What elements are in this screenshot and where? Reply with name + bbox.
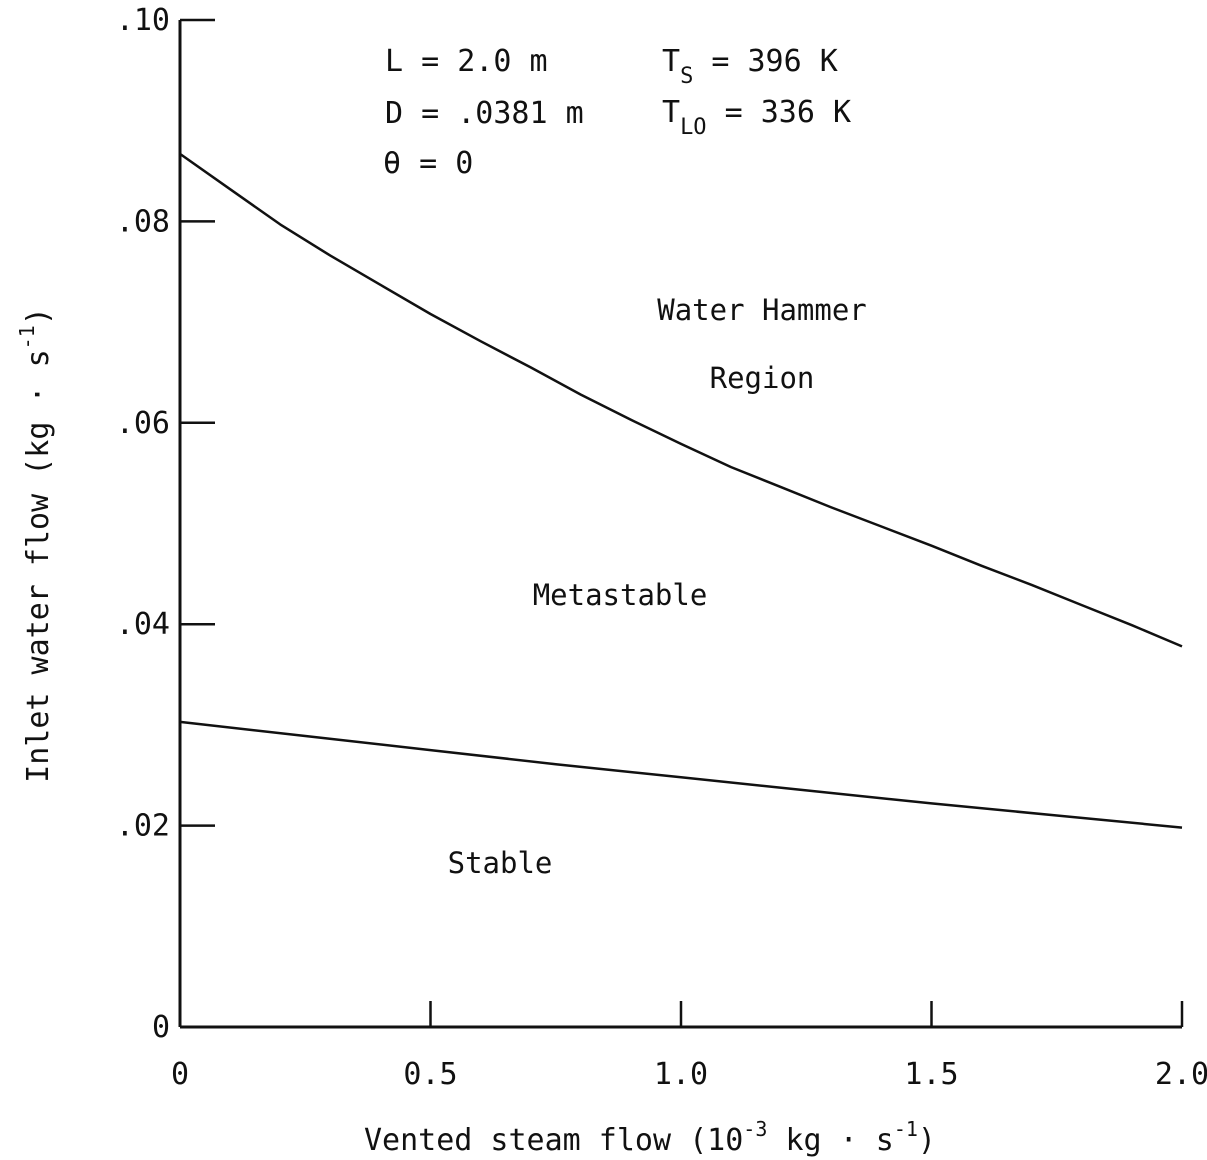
y-tick-label-5: .10 bbox=[116, 3, 170, 38]
x-title-exp2: -1 bbox=[894, 1117, 918, 1141]
param-steam-temperature: TS = 396 K bbox=[662, 44, 838, 89]
param-ts-value: = 396 K bbox=[693, 44, 838, 79]
x-tick-label-4: 2.0 bbox=[1155, 1057, 1207, 1092]
y-tick-label-1: .02 bbox=[116, 809, 170, 844]
x-tick-label-2: 1.0 bbox=[654, 1057, 708, 1092]
curves bbox=[179, 152, 1183, 829]
param-tlo-base: T bbox=[662, 95, 680, 130]
y-title-prefix: Inlet water flow (kg · s bbox=[21, 349, 56, 782]
region-label-water-hammer-2: Region bbox=[710, 361, 815, 395]
param-inlet-temperature: TLO = 336 K bbox=[662, 95, 851, 140]
y-tick-label-3: .06 bbox=[116, 406, 170, 441]
boundary-curve-0 bbox=[179, 152, 1183, 648]
y-axis-title: Inlet water flow (kg · s-1) bbox=[15, 307, 56, 783]
x-title-middle: kg · s bbox=[767, 1123, 893, 1158]
x-title-prefix: Vented steam flow (10 bbox=[364, 1123, 743, 1158]
y-tick-label-4: .08 bbox=[116, 204, 170, 239]
param-tlo-sub: LO bbox=[680, 115, 707, 140]
x-title-exp1: -3 bbox=[743, 1117, 767, 1141]
param-angle: θ = 0 bbox=[383, 146, 473, 181]
param-diameter: D = .0381 m bbox=[385, 96, 584, 131]
x-tick-label-1: 0.5 bbox=[403, 1057, 457, 1092]
param-ts-base: T bbox=[662, 44, 680, 79]
boundary-curve-1 bbox=[179, 720, 1183, 829]
region-label-metastable: Metastable bbox=[533, 578, 708, 612]
x-title-suffix: ) bbox=[918, 1123, 936, 1158]
axes bbox=[178, 20, 1182, 1029]
x-axis-title: Vented steam flow (10-3 kg · s-1) bbox=[364, 1117, 936, 1158]
region-label-stable: Stable bbox=[448, 846, 553, 880]
param-length: L = 2.0 m bbox=[385, 44, 548, 79]
param-tlo-value: = 336 K bbox=[707, 95, 852, 130]
y-title-suffix: ) bbox=[21, 307, 56, 325]
x-tick-label-0: 0 bbox=[171, 1057, 189, 1092]
x-tick-label-3: 1.5 bbox=[904, 1057, 958, 1092]
y-title-exp: -1 bbox=[15, 325, 39, 349]
param-ts-sub: S bbox=[680, 64, 693, 89]
region-label-water-hammer: Water Hammer bbox=[657, 293, 867, 327]
ticks: 0 0.5 1.0 1.5 2.0 0 .02 .04 .06 .08 .10 bbox=[116, 3, 1207, 1092]
y-tick-label-2: .04 bbox=[116, 607, 170, 642]
y-tick-label-0: 0 bbox=[152, 1010, 170, 1045]
